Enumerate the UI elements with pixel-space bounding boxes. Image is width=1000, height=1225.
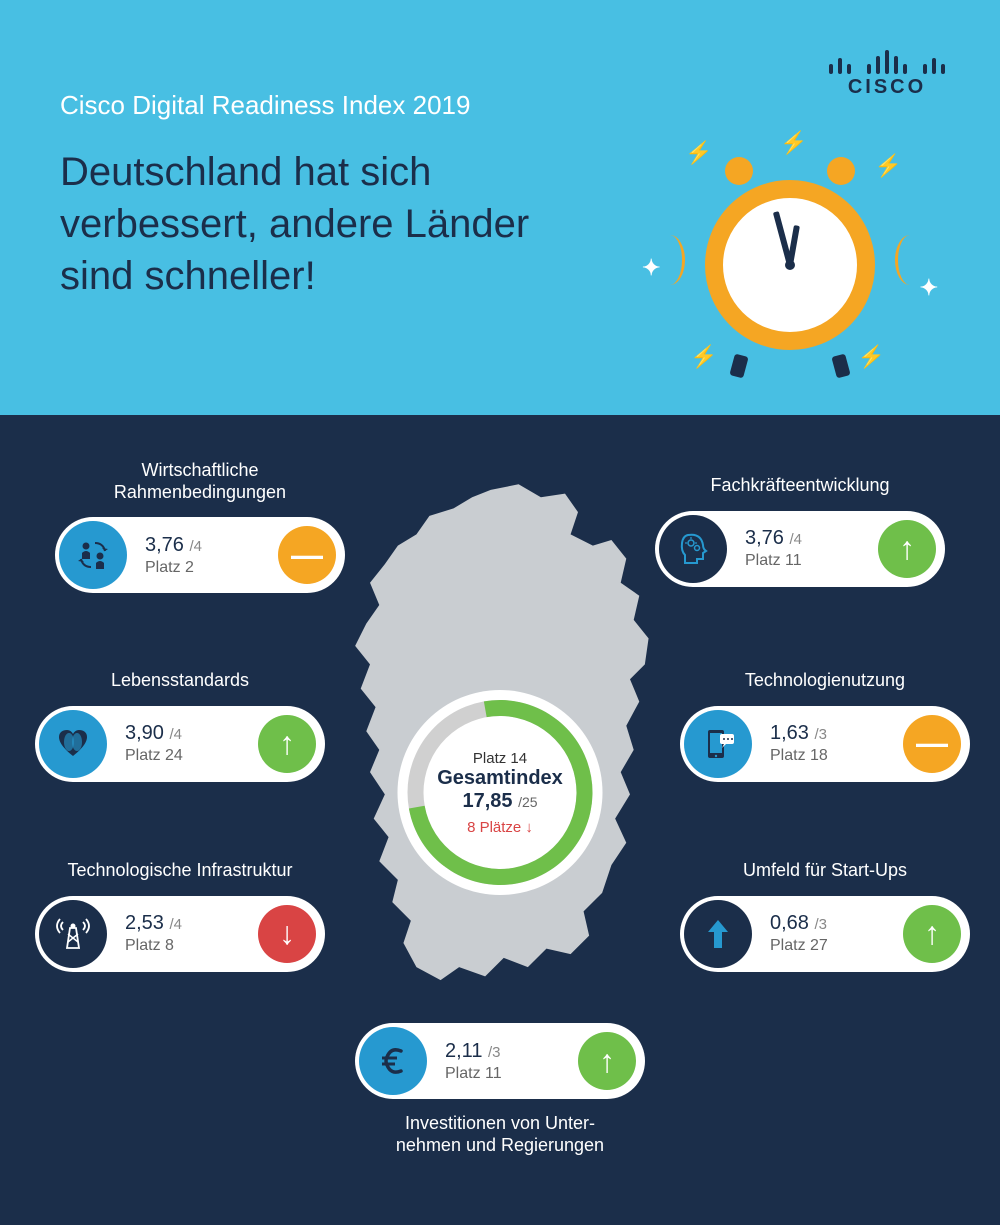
economy-icon xyxy=(59,521,127,589)
pill-score: 2,11 /3 xyxy=(445,1040,578,1063)
pill-platz: Platz 11 xyxy=(445,1065,578,1083)
trend-up-icon: ↑ xyxy=(903,905,961,963)
pill-score: 2,53 /4 xyxy=(125,912,258,935)
body-section: Platz 14 Gesamtindex 17,85 /25 8 Plätze … xyxy=(0,415,1000,1225)
header-subtitle: Cisco Digital Readiness Index 2019 xyxy=(60,90,940,121)
pill-startups: Umfeld für Start-Ups 0,68 /3 Platz 27 ↑ xyxy=(680,860,970,972)
pill-label: Technologienutzung xyxy=(680,670,970,692)
pill-technologienutzung: Technologienutzung 1,63 /3 Platz 18 — xyxy=(680,670,970,782)
trend-down-icon: ↓ xyxy=(258,905,316,963)
trend-neutral-icon: — xyxy=(903,715,961,773)
arrow-up-icon xyxy=(684,900,752,968)
pill-score: 3,76 /4 xyxy=(745,527,878,550)
pill-platz: Platz 2 xyxy=(145,559,278,577)
center-index-disc: Platz 14 Gesamtindex 17,85 /25 8 Plätze … xyxy=(398,690,603,895)
tower-icon xyxy=(39,900,107,968)
header-section: CISCO Cisco Digital Readiness Index 2019… xyxy=(0,0,1000,415)
pill-lebensstandards: Lebensstandards 3,90 /4 Platz 24 ↑ xyxy=(35,670,325,782)
heart-icon xyxy=(39,710,107,778)
pill-score: 1,63 /3 xyxy=(770,722,903,745)
trend-up-icon: ↑ xyxy=(878,520,936,578)
pill-score: 3,76 /4 xyxy=(145,534,278,557)
pill-label: Technologische Infrastruktur xyxy=(35,860,325,882)
pill-wirtschaft: Wirtschaftliche Rahmenbedingungen 3,76 /… xyxy=(55,460,345,593)
cisco-bars-icon xyxy=(829,50,945,74)
pill-label: Wirtschaftliche Rahmenbedingungen xyxy=(55,460,345,503)
pill-fachkraefte: Fachkräfteentwicklung 3,76 /4 Platz 11 ↑ xyxy=(655,475,945,587)
pill-platz: Platz 27 xyxy=(770,937,903,955)
alarm-clock-icon: ⚡ ⚡ ⚡ ✦ ✦ ⚡ ⚡ xyxy=(660,135,920,395)
pill-platz: Platz 24 xyxy=(125,747,258,765)
trend-up-icon: ↑ xyxy=(258,715,316,773)
pill-label: Umfeld für Start-Ups xyxy=(680,860,970,882)
pill-platz: Platz 18 xyxy=(770,747,903,765)
head-gears-icon xyxy=(659,515,727,583)
trend-neutral-icon: — xyxy=(278,526,336,584)
pill-platz: Platz 8 xyxy=(125,937,258,955)
pill-score: 0,68 /3 xyxy=(770,912,903,935)
pill-investitionen: 2,11 /3 Platz 11 ↑ Investitionen von Unt… xyxy=(355,1023,645,1156)
pill-label: Fachkräfteentwicklung xyxy=(655,475,945,497)
pill-infrastruktur: Technologische Infrastruktur 2,53 /4 Pla… xyxy=(35,860,325,972)
cisco-logo-text: CISCO xyxy=(829,76,945,99)
euro-icon xyxy=(359,1027,427,1095)
cisco-logo: CISCO xyxy=(829,50,945,99)
pill-score: 3,90 /4 xyxy=(125,722,258,745)
pill-label: Investitionen von Unter- nehmen und Regi… xyxy=(355,1113,645,1156)
pill-platz: Platz 11 xyxy=(745,552,878,570)
trend-up-icon: ↑ xyxy=(578,1032,636,1090)
pill-label: Lebensstandards xyxy=(35,670,325,692)
header-title: Deutschland hat sich verbessert, andere … xyxy=(60,146,580,302)
phone-icon xyxy=(684,710,752,778)
